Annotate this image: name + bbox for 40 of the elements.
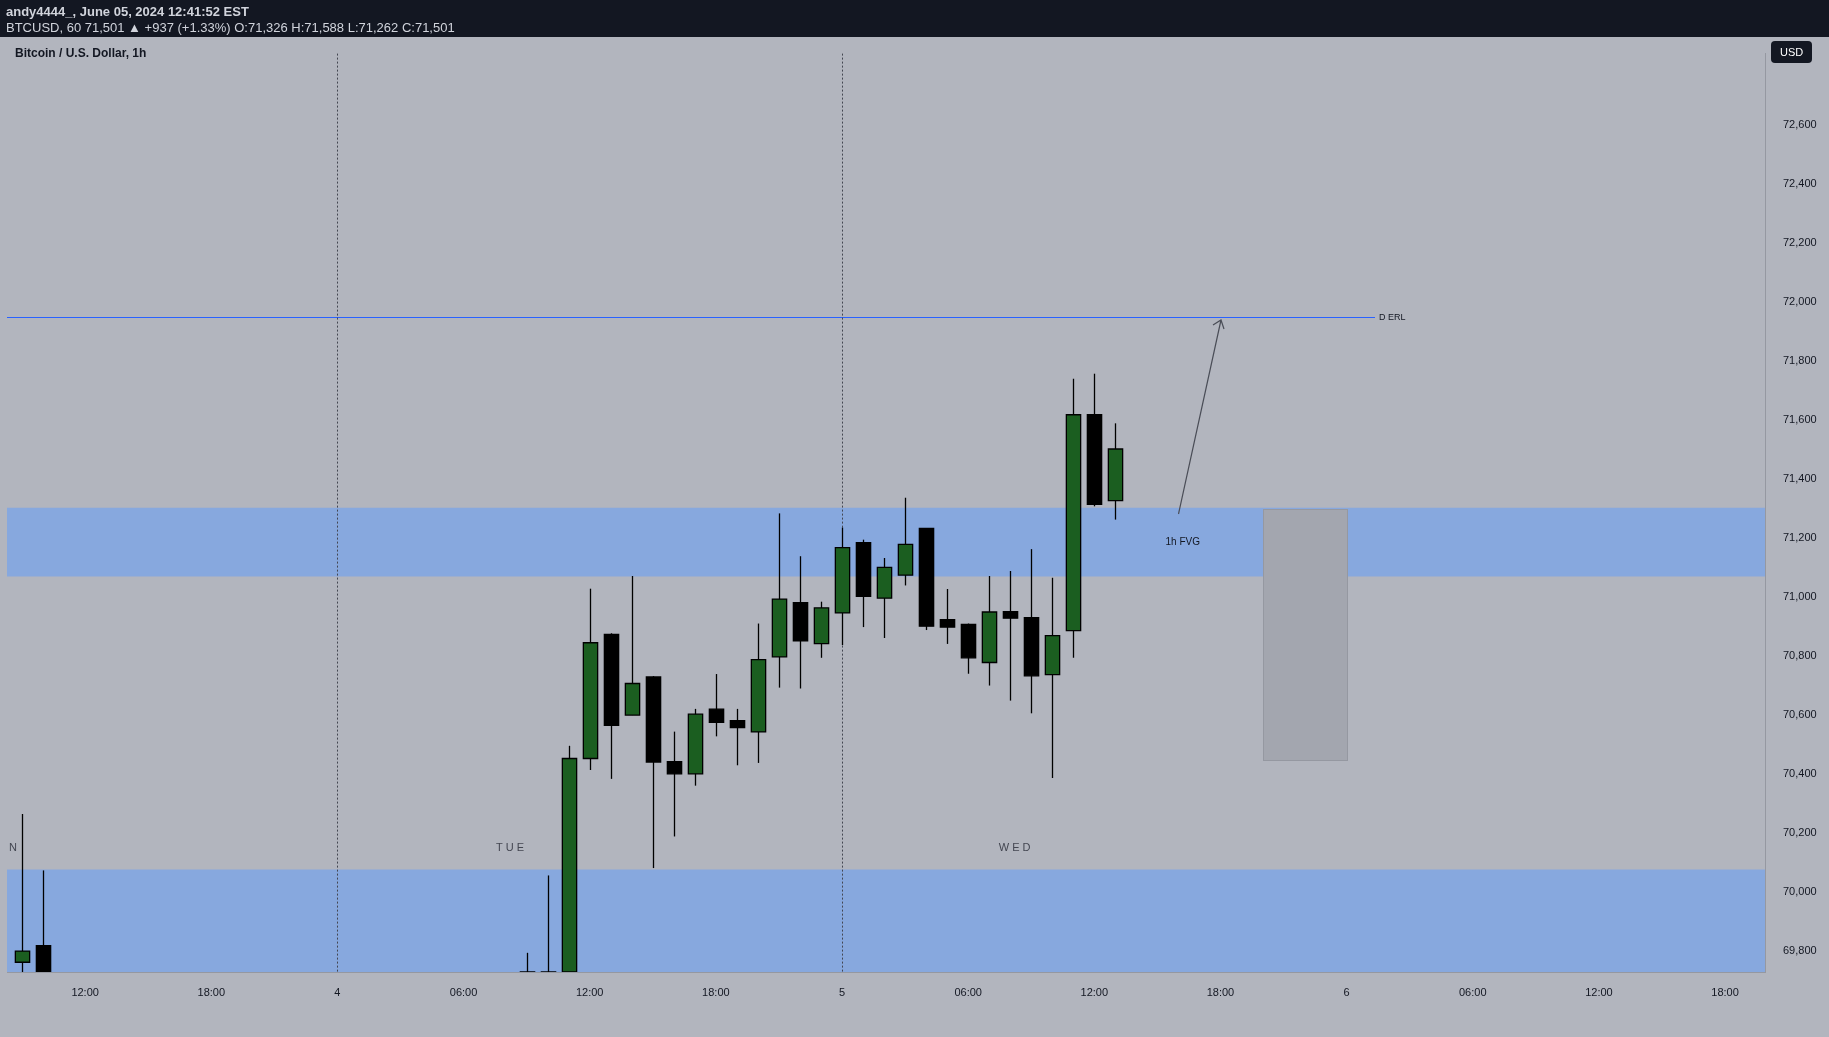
text: BTCUSD, 60 71,501 ▲ +937 (+1.33%) O:71,326 H:71,588 L:71,262 C:71,501 <box>6 20 455 35</box>
annotation: N <box>9 841 20 854</box>
candlestick <box>540 874 557 972</box>
x-tick-label: 18:00 <box>1206 985 1235 998</box>
annotation: WED <box>998 841 1034 854</box>
x-tick-label: 4 <box>334 985 341 998</box>
text: USD <box>1771 41 1813 63</box>
x-tick-label: 12:00 <box>1080 985 1109 998</box>
y-tick-label: 71,000 <box>1783 589 1817 602</box>
y-tick-label: 72,400 <box>1783 176 1817 189</box>
y-tick-label: 70,200 <box>1783 826 1817 839</box>
x-tick-label: 18:00 <box>702 985 730 998</box>
y-tick-label: 72,000 <box>1783 294 1817 307</box>
chart-title: Bitcoin / U.S. Dollar, 1h <box>15 46 147 60</box>
y-tick-label: 70,600 <box>1783 708 1817 721</box>
ref-line-label: D ERL <box>1379 311 1406 322</box>
x-tick-label: 6 <box>1343 985 1350 998</box>
y-tick-label: 71,400 <box>1783 471 1817 484</box>
y-tick-label: 71,600 <box>1783 412 1817 425</box>
band-label: 1h FVG <box>1165 535 1201 547</box>
y-tick-label: 71,800 <box>1783 353 1817 366</box>
x-tick-label: 12:00 <box>1585 985 1613 998</box>
candlestick <box>519 952 536 972</box>
annotation: TUE <box>496 841 528 854</box>
chart-subtitle: andy4444_, June 05, 2024 12:41:52 EST <box>6 4 249 19</box>
x-tick-label: 18:00 <box>1711 985 1739 998</box>
x-tick-label: 06:00 <box>1458 985 1487 998</box>
y-tick-label: 70,000 <box>1783 885 1817 898</box>
x-tick-label: 5 <box>838 985 846 998</box>
y-tick-label: 70,800 <box>1783 649 1817 662</box>
y-tick-label: 71,200 <box>1783 530 1817 543</box>
y-tick-label: 72,600 <box>1783 117 1817 130</box>
x-tick-label: 06:00 <box>449 985 478 998</box>
y-tick-label: 70,400 <box>1783 767 1817 780</box>
x-tick-label: 12:00 <box>71 985 99 998</box>
x-tick-label: 06:00 <box>954 985 982 998</box>
x-tick-label: 18:00 <box>197 985 226 998</box>
y-tick-label: 72,200 <box>1783 235 1817 248</box>
x-tick-label: 12:00 <box>575 985 604 998</box>
y-tick-label: 69,800 <box>1783 944 1817 957</box>
